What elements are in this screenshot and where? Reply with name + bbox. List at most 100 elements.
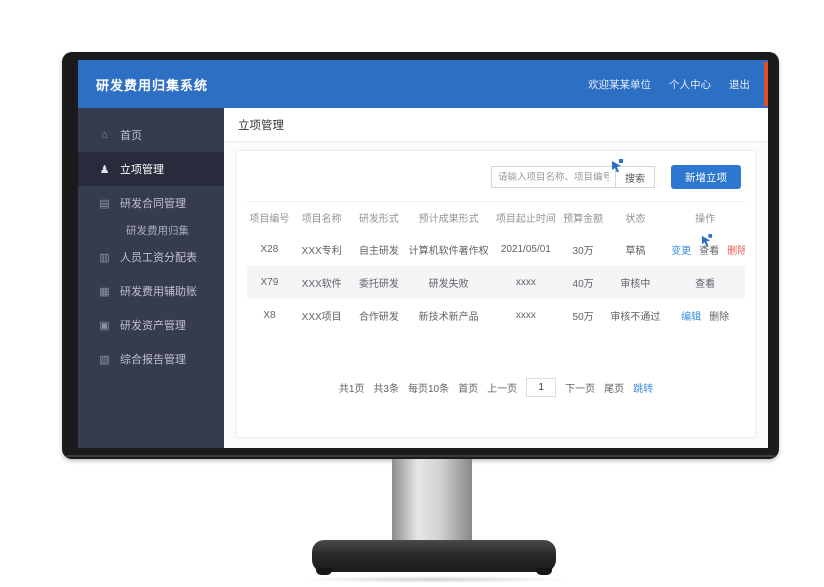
monitor-frame: 研发费用归集系统 欢迎某某单位 个人中心 退出 ⌂ 首页 ♟ [62, 52, 779, 459]
monitor-stand-neck [392, 459, 472, 543]
col-header: 状态 [605, 201, 666, 233]
total-pages: 共1页 [338, 384, 365, 395]
search-input[interactable] [491, 166, 615, 188]
cell-rd-form: 合作研发 [358, 312, 399, 323]
cell-status: 草稿 [625, 246, 646, 257]
cell-outcome-form: 计算机软件著作权 [408, 246, 489, 257]
cell-duration: xxxx [515, 310, 536, 321]
page-titlebar: 立项管理 [224, 108, 768, 142]
app-header: 研发费用归集系统 欢迎某某单位 个人中心 退出 [78, 60, 768, 108]
table-header-row: 项目编号 项目名称 研发形式 预计成果形式 项目起止时间 预算金额 状态 操作 [247, 201, 745, 233]
col-header: 研发形式 [351, 201, 407, 233]
app-title: 研发费用归集系统 [96, 77, 209, 93]
jump-link[interactable]: 跳转 [633, 384, 654, 395]
cell-operations: 变更 查看 删除 [665, 233, 745, 266]
search-group: 搜索 [491, 159, 655, 188]
cell-duration: 2021/05/01 [500, 244, 551, 255]
search-button[interactable]: 搜索 [615, 166, 655, 188]
monitor-base-foot [536, 568, 552, 575]
col-header: 项目编号 [247, 201, 292, 233]
cell-operations: 查看 [665, 266, 745, 299]
first-page-link[interactable]: 首页 [458, 384, 479, 395]
sidebar-item-label: 首页 [120, 130, 142, 142]
sidebar-subitem-expense-collection[interactable]: 研发费用归集 [78, 220, 224, 240]
sidebar-item-label: 立项管理 [120, 164, 164, 176]
cell-rd-form: 委托研发 [358, 279, 399, 290]
delete-link[interactable]: 删除 [709, 312, 730, 323]
report-icon: ▧ [99, 353, 110, 366]
projects-table: 项目编号 项目名称 研发形式 预计成果形式 项目起止时间 预算金额 状态 操作 [247, 201, 745, 332]
contract-icon: ▤ [99, 197, 110, 210]
cell-outcome-form: 新技术新产品 [418, 312, 479, 323]
content-card: 搜索 新增立项 [236, 150, 756, 438]
monitor-stand-base [312, 540, 556, 572]
col-header: 预算金额 [560, 201, 606, 233]
app-body: ⌂ 首页 ♟ 立项管理 ▤ 研发合同管理 研发费用归集 [78, 108, 768, 448]
sidebar-item-reports[interactable]: ▧ 综合报告管理 [78, 342, 224, 376]
current-page-input[interactable] [526, 378, 557, 397]
sidebar-item-label: 人员工资分配表 [120, 252, 197, 264]
change-link[interactable]: 变更 [671, 246, 692, 257]
cell-project-code: X79 [260, 277, 279, 288]
add-project-button[interactable]: 新增立项 [671, 165, 741, 189]
sidebar-item-rd-contract[interactable]: ▤ 研发合同管理 [78, 186, 224, 220]
sidebar-item-label: 研发费用辅助账 [120, 286, 197, 298]
monitor-base-foot [316, 568, 332, 575]
welcome-text: 欢迎某某单位 [588, 78, 651, 91]
asset-icon: ▣ [99, 319, 110, 332]
total-items: 共3条 [373, 384, 399, 395]
sidebar-item-label: 研发资产管理 [120, 320, 186, 332]
profile-link[interactable]: 个人中心 [669, 78, 711, 91]
cell-budget: 40万 [572, 279, 594, 290]
cell-outcome-form: 研发失败 [428, 279, 469, 290]
cell-project-name: XXX软件 [301, 279, 342, 290]
sidebar-item-salary-allocation[interactable]: ▥ 人员工资分配表 [78, 240, 224, 274]
sidebar-subitem-label: 研发费用归集 [126, 224, 189, 237]
page-title: 立项管理 [238, 119, 284, 132]
view-link[interactable]: 查看 [695, 279, 716, 290]
content-area: 立项管理 搜索 新增立项 [224, 108, 768, 448]
cell-rd-form: 自主研发 [358, 246, 399, 257]
last-page-link[interactable]: 尾页 [604, 384, 625, 395]
monitor-screen: 研发费用归集系统 欢迎某某单位 个人中心 退出 ⌂ 首页 ♟ [78, 60, 768, 448]
table-row: X8 XXX项目 合作研发 新技术新产品 xxxx 50万 审核不通过 编辑 删除 [247, 299, 745, 332]
monitor-shadow [298, 576, 570, 583]
sidebar-item-label: 研发合同管理 [120, 198, 186, 210]
cell-project-name: XXX项目 [301, 312, 342, 323]
sidebar: ⌂ 首页 ♟ 立项管理 ▤ 研发合同管理 研发费用归集 [78, 108, 224, 448]
table-row: X79 XXX软件 委托研发 研发失败 xxxx 40万 审核中 查看 [247, 266, 745, 299]
pagination: 共1页 共3条 每页10条 首页 上一页 下一页 尾页 跳转 [247, 378, 745, 397]
col-header: 项目名称 [291, 201, 352, 233]
cell-project-code: X28 [260, 244, 279, 255]
cell-duration: xxxx [515, 277, 536, 288]
delete-link[interactable]: 删除 [727, 246, 745, 257]
cell-status: 审核不通过 [610, 312, 661, 323]
sidebar-item-project-approval[interactable]: ♟ 立项管理 [78, 152, 224, 186]
toolbar: 搜索 新增立项 [251, 159, 741, 189]
col-header: 预计成果形式 [406, 201, 491, 233]
col-header: 操作 [665, 201, 745, 233]
logout-link[interactable]: 退出 [729, 78, 750, 91]
header-links: 欢迎某某单位 个人中心 退出 [588, 77, 750, 92]
screen-edge-orange-strip [764, 62, 768, 106]
home-icon: ⌂ [101, 129, 108, 141]
sidebar-item-label: 综合报告管理 [120, 354, 186, 366]
view-link[interactable]: 查看 [699, 246, 720, 257]
sidebar-item-rd-assets[interactable]: ▣ 研发资产管理 [78, 308, 224, 342]
cell-project-name: XXX专利 [301, 246, 342, 257]
user-icon: ♟ [99, 163, 110, 176]
cell-operations: 编辑 删除 [665, 299, 745, 332]
prev-page-link[interactable]: 上一页 [487, 384, 518, 395]
next-page-link[interactable]: 下一页 [565, 384, 596, 395]
sidebar-item-auxiliary-ledger[interactable]: ▦ 研发费用辅助账 [78, 274, 224, 308]
cell-budget: 50万 [572, 312, 594, 323]
edit-link[interactable]: 编辑 [681, 312, 702, 323]
sidebar-item-home[interactable]: ⌂ 首页 [78, 118, 224, 152]
cell-status: 审核中 [620, 279, 651, 290]
ledger-icon: ▦ [99, 285, 110, 298]
table-row: X28 XXX专利 自主研发 计算机软件著作权 2021/05/01 30万 草… [247, 233, 745, 266]
document-icon: ▥ [99, 251, 110, 264]
cell-budget: 30万 [572, 246, 594, 257]
cell-project-code: X8 [263, 310, 276, 321]
